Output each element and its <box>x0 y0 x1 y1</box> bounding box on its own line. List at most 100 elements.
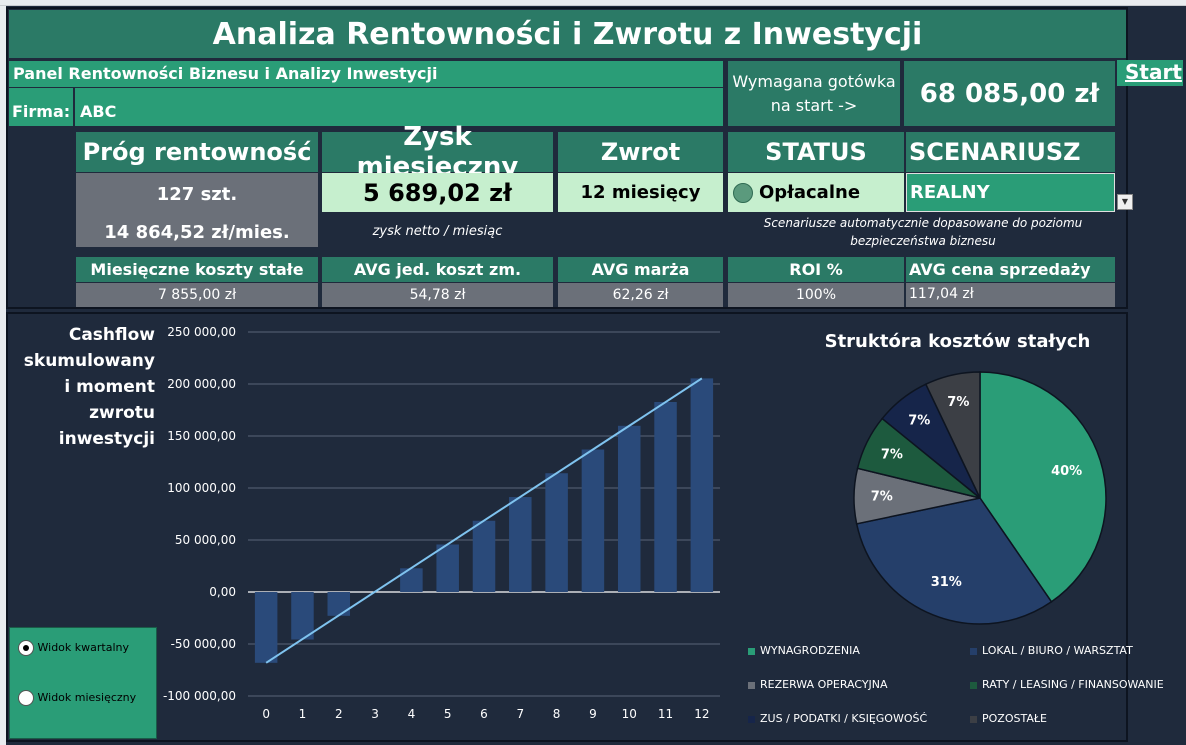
cash-label-line2: na start -> <box>770 95 858 115</box>
panel-subtitle: Panel Rentowności Biznesu i Analizy Inwe… <box>9 61 723 87</box>
legend-label: REZERWA OPERACYJNA <box>760 678 888 691</box>
scenariusz-header: SCENARIUSZ <box>906 132 1115 172</box>
x-tick-label: 12 <box>694 707 709 721</box>
cashflow-bar <box>654 401 677 592</box>
cashflow-title-line4: zwrotu <box>89 403 155 423</box>
legend-item: POZOSTAŁE <box>970 712 1047 725</box>
metric-label-koszty: Miesięczne koszty stałe <box>76 257 318 282</box>
view-monthly-label: Widok miesięczny <box>37 691 137 704</box>
start-link[interactable]: Start <box>1125 60 1182 84</box>
status-value-box: Opłacalne <box>728 173 904 212</box>
x-tick-label: 5 <box>444 707 452 721</box>
cashflow-bar <box>291 592 314 640</box>
firma-label: Firma: <box>9 88 73 126</box>
zwrot-header: Zwrot <box>558 132 723 172</box>
x-tick-label: 3 <box>371 707 379 721</box>
cashflow-bar <box>581 449 605 592</box>
legend-swatch <box>748 681 755 689</box>
pie-slice <box>979 371 1107 603</box>
legend-item: WYNAGRODZENIA <box>748 644 860 657</box>
cash-value: 68 085,00 zł <box>904 61 1115 126</box>
pie-slice <box>855 497 1053 625</box>
metric-value-cena: 117,04 zł <box>906 283 1115 307</box>
cashflow-bar <box>509 497 532 592</box>
legend-swatch <box>970 715 977 723</box>
cashflow-title: Cashflow skumulowany i moment zwrotu inw… <box>20 322 155 462</box>
metric-value-marza: 62,26 zł <box>558 283 723 307</box>
y-tick-label: 100 000,00 <box>167 481 236 495</box>
page-title: Analiza Rentowności i Zwrotu z Inwestycj… <box>9 10 1126 58</box>
pie-slice-label: 31% <box>931 575 962 590</box>
x-tick-label: 4 <box>408 707 416 721</box>
cashflow-bar <box>327 592 351 616</box>
cashflow-title-line5: inwestycji <box>58 429 155 449</box>
y-tick-label: 0,00 <box>209 585 236 599</box>
zysk-header: Zysk miesięczny <box>322 122 553 182</box>
legend-swatch <box>748 647 755 655</box>
pie-title: Struktóra kosztów stałych <box>824 330 1091 352</box>
x-tick-label: 11 <box>658 707 673 721</box>
scenariusz-note-line1: Scenariusze automatycznie dopasowane do … <box>763 216 1083 230</box>
x-tick-label: 1 <box>299 707 307 721</box>
cashflow-bar <box>254 592 278 663</box>
start-button[interactable]: Start <box>1117 60 1183 86</box>
cashflow-bar <box>400 568 423 592</box>
view-monthly-option[interactable]: Widok miesięczny <box>18 690 136 706</box>
spreadsheet-grid-top <box>0 0 1186 6</box>
legend-label: RATY / LEASING / FINANSOWANIE <box>982 678 1164 691</box>
prog-money: 14 864,52 zł/mies. <box>104 221 290 243</box>
cashflow-trend-line <box>265 377 703 664</box>
legend-swatch <box>748 715 755 723</box>
x-tick-label: 2 <box>335 707 343 721</box>
x-tick-label: 9 <box>589 707 597 721</box>
spreadsheet-grid-left <box>0 6 6 745</box>
legend-label: ZUS / PODATKI / KSIĘGOWOŚĆ <box>760 712 928 725</box>
x-tick-label: 7 <box>516 707 524 721</box>
legend-swatch <box>970 681 977 689</box>
zysk-value: 5 689,02 zł <box>322 173 553 212</box>
radio-quarterly[interactable] <box>18 640 34 656</box>
cashflow-bar <box>617 425 641 592</box>
status-indicator-icon <box>733 182 753 203</box>
metric-label-roi: ROI % <box>728 257 904 282</box>
radio-monthly[interactable] <box>18 690 34 706</box>
cashflow-bar <box>690 378 714 592</box>
cash-label-line1: Wymagana gotówka <box>732 71 896 91</box>
x-tick-label: 6 <box>480 707 488 721</box>
y-tick-label: 250 000,00 <box>167 325 236 339</box>
legend-item: RATY / LEASING / FINANSOWANIE <box>970 678 1164 691</box>
y-tick-label: 50 000,00 <box>175 533 236 547</box>
legend-item: LOKAL / BIURO / WARSZTAT <box>970 644 1133 657</box>
scenariusz-select[interactable]: REALNY <box>906 173 1115 212</box>
cashflow-title-line3: i moment <box>64 377 155 397</box>
legend-label: POZOSTAŁE <box>982 712 1047 725</box>
metric-value-koszt-zm: 54,78 zł <box>322 283 553 307</box>
legend-swatch <box>970 647 977 655</box>
cost-structure-pie: 40% 31% 7% 7% 7% 7% <box>853 371 1107 625</box>
cash-label: Wymagana gotówka na start -> <box>728 61 900 126</box>
y-tick-label: -50 000,00 <box>171 637 236 651</box>
zysk-note: zysk netto / miesiąc <box>372 223 503 239</box>
pie-slice-label: 40% <box>1051 464 1082 479</box>
legend-label: WYNAGRODZENIA <box>760 644 860 657</box>
metric-label-koszt-zm: AVG jed. koszt zm. <box>322 257 553 282</box>
dropdown-arrow-icon[interactable]: ▼ <box>1117 194 1133 210</box>
view-toggle-panel: Widok kwartalny Widok miesięczny <box>9 627 157 739</box>
prog-header: Próg rentowność <box>76 132 318 172</box>
metric-label-marza: AVG marża <box>558 257 723 282</box>
legend-item: ZUS / PODATKI / KSIĘGOWOŚĆ <box>748 712 927 725</box>
pie-slice-label: 7% <box>871 489 893 504</box>
pie-slice-label: 7% <box>947 395 969 410</box>
y-tick-label: -100 000,00 <box>163 689 236 703</box>
scenariusz-note: Scenariusze automatycznie dopasowane do … <box>730 214 1116 254</box>
cashflow-title-line2: skumulowany <box>23 351 155 371</box>
x-tick-label: 0 <box>262 707 270 721</box>
x-tick-label: 10 <box>622 707 637 721</box>
metric-value-roi: 100% <box>728 283 904 307</box>
metric-label-cena: AVG cena sprzedaży <box>906 257 1115 282</box>
pie-legend: WYNAGRODZENIA LOKAL / BIURO / WARSZTAT R… <box>748 642 1183 737</box>
firma-input[interactable]: ABC <box>75 88 723 126</box>
view-quarterly-option[interactable]: Widok kwartalny <box>18 640 129 656</box>
cashflow-bar <box>436 544 459 592</box>
